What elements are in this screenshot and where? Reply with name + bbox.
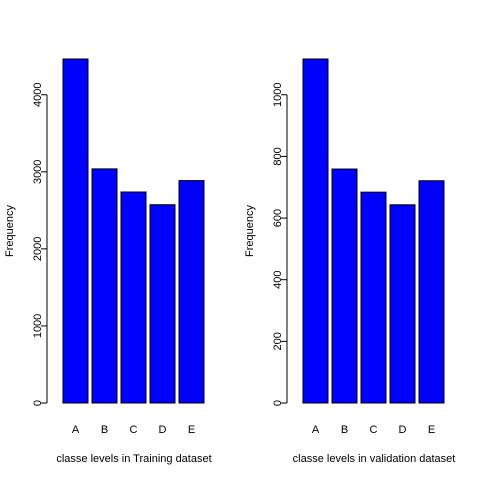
validation-bar-C <box>360 191 387 404</box>
training-y-tick-label: 4000 <box>32 83 44 107</box>
training-y-axis-title: Frequency <box>4 205 16 257</box>
validation-y-axis-title: Frequency <box>244 205 256 257</box>
training-bar-D <box>149 204 176 404</box>
training-y-tick-label: 0 <box>32 400 44 406</box>
validation-x-tick-label: A <box>312 424 320 436</box>
validation-y-tick-label: 400 <box>272 271 284 289</box>
training-bar-E <box>178 180 205 404</box>
validation-x-tick-label: E <box>428 424 435 436</box>
validation-bar-B <box>331 168 358 404</box>
validation-x-axis-title: classe levels in validation dataset <box>293 453 456 465</box>
validation-y-axis: 0 200 400 600 800 1000 <box>272 83 288 406</box>
validation-bars <box>302 58 445 404</box>
validation-bar-D <box>389 204 416 404</box>
validation-x-tick-label: B <box>341 424 348 436</box>
training-chart-panel: 0 1000 2000 3000 4000 A B C D E Frequency classe… <box>4 58 212 465</box>
training-x-tick-label: C <box>130 424 138 436</box>
training-x-categories: A B C D E <box>72 424 195 436</box>
training-y-tick-label: 2000 <box>32 237 44 261</box>
training-bar-C <box>120 191 147 404</box>
training-bars <box>62 58 205 404</box>
training-x-tick-label: E <box>188 424 195 436</box>
training-x-axis-title: classe levels in Training dataset <box>56 453 211 465</box>
validation-bar-A <box>302 58 329 404</box>
validation-x-categories: A B C D E <box>312 424 435 436</box>
training-y-axis: 0 1000 2000 3000 4000 <box>32 83 48 406</box>
validation-y-tick-label: 200 <box>272 332 284 350</box>
validation-bar-E <box>418 180 445 404</box>
validation-x-tick-label: C <box>370 424 378 436</box>
training-y-tick-label: 3000 <box>32 160 44 184</box>
training-bar-B <box>91 168 118 404</box>
validation-x-tick-label: D <box>399 424 407 436</box>
training-x-tick-label: D <box>159 424 167 436</box>
training-y-tick-label: 1000 <box>32 314 44 338</box>
training-bar-A <box>62 58 89 404</box>
validation-y-tick-label: 800 <box>272 147 284 165</box>
validation-y-tick-label: 600 <box>272 209 284 227</box>
validation-y-tick-label: 0 <box>272 400 284 406</box>
validation-chart-panel: 0 200 400 600 800 1000 A B C D E Frequency classe… <box>244 58 456 465</box>
validation-y-tick-label: 1000 <box>272 83 284 107</box>
training-x-tick-label: A <box>72 424 80 436</box>
training-x-tick-label: B <box>101 424 108 436</box>
